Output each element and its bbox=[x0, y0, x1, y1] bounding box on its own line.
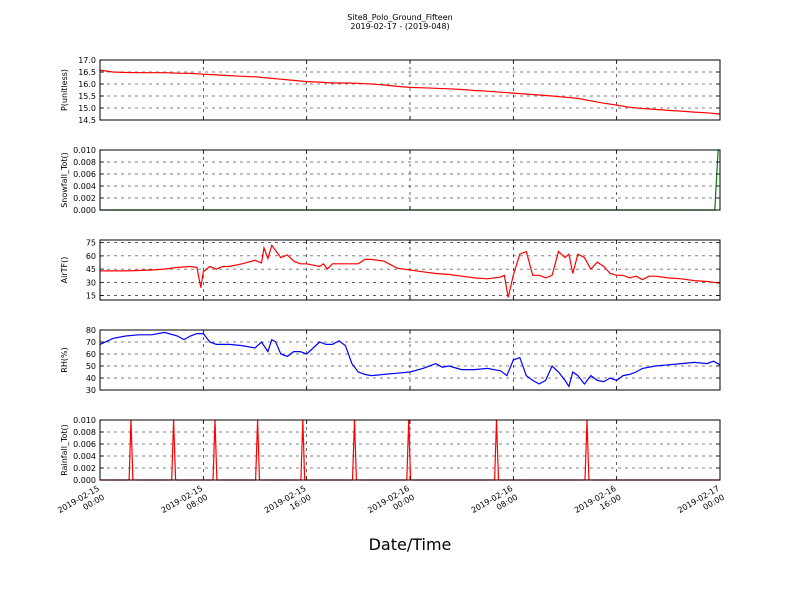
y-tick-label: 0.006 bbox=[73, 440, 96, 449]
chart-subtitle: 2019-02-17 - (2019-048) bbox=[350, 22, 449, 31]
y-tick-label: 15 bbox=[86, 292, 96, 301]
y-axis-label: P(unitless) bbox=[60, 69, 69, 111]
y-tick-label: 17.0 bbox=[78, 56, 96, 65]
y-tick-label: 16.0 bbox=[78, 80, 96, 89]
y-tick-label: 0.002 bbox=[73, 194, 96, 203]
grid bbox=[100, 330, 720, 390]
y-tick-label: 0.006 bbox=[73, 170, 96, 179]
y-tick-label: 15.5 bbox=[78, 92, 96, 101]
y-tick-label: 75 bbox=[86, 239, 96, 248]
y-tick-label: 0.008 bbox=[73, 158, 96, 167]
y-tick-label: 70 bbox=[86, 338, 96, 347]
y-tick-label: 0.000 bbox=[73, 476, 96, 485]
panel-2: 0.010 0.008 0.006 0.004 0.002 0.000 Snowfall_T… bbox=[60, 146, 721, 215]
x-tick-label: 2019-02-1508:00 bbox=[160, 484, 210, 524]
y-tick-label: 0.004 bbox=[73, 452, 96, 461]
y-axis-label: AirTF() bbox=[60, 257, 69, 284]
y-tick-label: 80 bbox=[86, 326, 96, 335]
y-axis-label: RH(%) bbox=[60, 347, 69, 372]
series-line-1 bbox=[99, 331, 721, 388]
series-line-1 bbox=[99, 69, 721, 115]
panel-4: 80 70 60 50 40 30 RH(%) bbox=[60, 326, 721, 395]
y-tick-label: 0.008 bbox=[73, 428, 96, 437]
y-axis-label: Rainfall_Tot() bbox=[60, 424, 69, 476]
y-tick-label: 15.0 bbox=[78, 104, 96, 113]
y-tick-label: 0.002 bbox=[73, 464, 96, 473]
y-tick-label: 30 bbox=[86, 386, 96, 395]
series-line-1 bbox=[100, 243, 721, 298]
x-tick-label: 2019-02-1600:00 bbox=[366, 484, 416, 524]
x-axis-label: Date/Time bbox=[369, 535, 452, 554]
y-tick-label: 60 bbox=[86, 252, 96, 261]
grid bbox=[100, 150, 720, 210]
y-tick-label: 45 bbox=[86, 265, 96, 274]
chart-title: Site8_Polo_Ground_Fifteen bbox=[347, 13, 452, 22]
panel-3: 75 60 45 30 15 AirTF() bbox=[60, 239, 721, 301]
x-tick-label: 2019-02-1616:00 bbox=[573, 484, 623, 524]
y-tick-label: 0.010 bbox=[73, 146, 96, 155]
x-axis: 2019-02-1500:00 2019-02-1508:00 2019-02-15… bbox=[56, 484, 726, 524]
x-tick-label: 2019-02-1700:00 bbox=[676, 484, 726, 524]
y-tick-label: 0.000 bbox=[73, 206, 96, 215]
grid bbox=[100, 60, 720, 120]
y-tick-label: 50 bbox=[86, 362, 96, 371]
y-tick-label: 40 bbox=[86, 374, 96, 383]
y-tick-label: 14.5 bbox=[78, 116, 96, 125]
y-tick-label: 30 bbox=[86, 278, 96, 287]
x-tick-label: 2019-02-1500:00 bbox=[56, 484, 106, 524]
panel-1: 17.0 16.5 16.0 15.5 15.0 14.5 P(unitless) bbox=[60, 56, 721, 125]
y-tick-label: 60 bbox=[86, 350, 96, 359]
y-axis-label: Snowfall_Tot() bbox=[60, 152, 69, 208]
panel-5: 0.010 0.008 0.006 0.004 0.002 0.000 Rainfall_T… bbox=[60, 416, 721, 485]
panels: 17.0 16.5 16.0 15.5 15.0 14.5 P(unitless) 0.010… bbox=[60, 56, 721, 485]
x-tick-label: 2019-02-1608:00 bbox=[470, 484, 520, 524]
y-tick-label: 16.5 bbox=[78, 68, 96, 77]
x-tick-label: 2019-02-1516:00 bbox=[263, 484, 313, 524]
y-tick-label: 0.010 bbox=[73, 416, 96, 425]
y-tick-label: 0.004 bbox=[73, 182, 96, 191]
